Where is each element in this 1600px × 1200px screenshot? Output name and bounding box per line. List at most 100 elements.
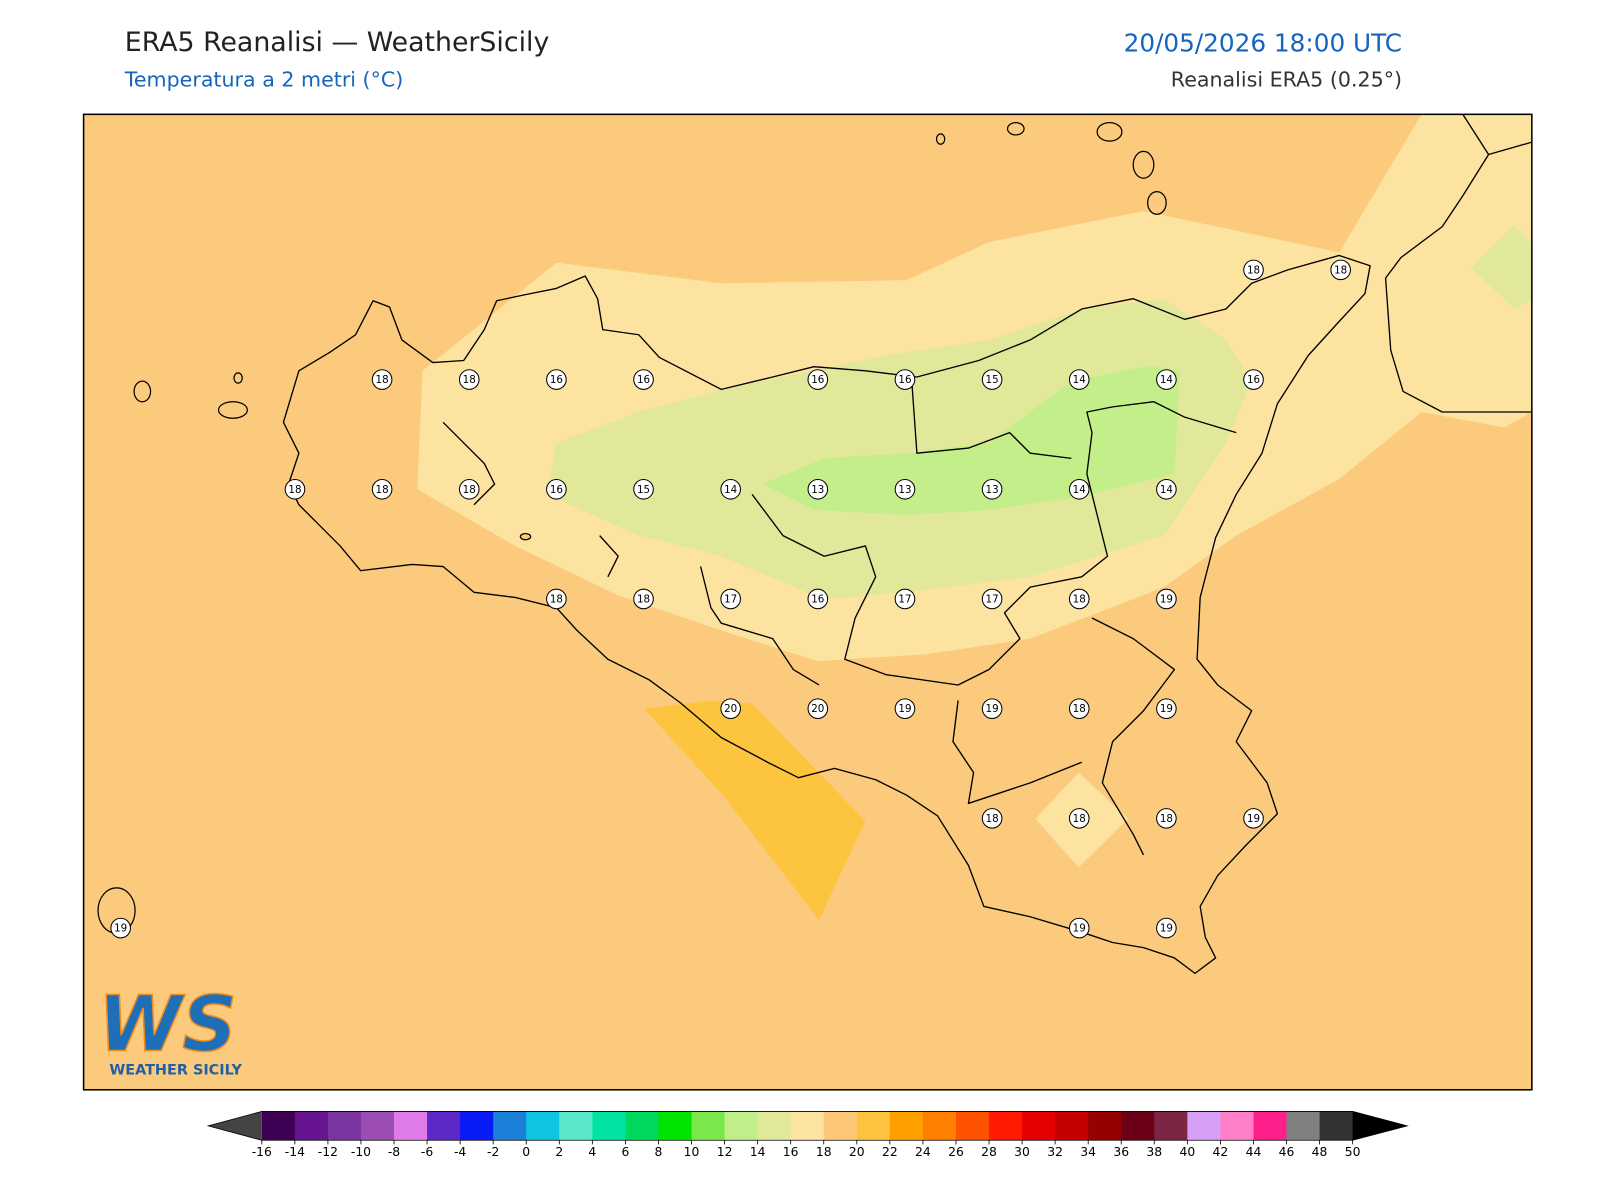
colorbar-swatch <box>1154 1111 1188 1141</box>
colorbar-tick-label: 8 <box>655 1145 663 1159</box>
colorbar-swatch <box>327 1111 362 1141</box>
station: 19 <box>1156 698 1177 719</box>
station: 19 <box>981 698 1003 719</box>
field-zone <box>1471 224 1532 310</box>
station-value: 19 <box>114 923 127 935</box>
station-value: 18 <box>1160 813 1173 825</box>
station-marker <box>633 478 654 500</box>
station-value: 18 <box>1247 264 1260 276</box>
colorbar-tick-label: 24 <box>915 1145 931 1159</box>
station-value: 18 <box>1334 264 1347 276</box>
datetime: 20/05/2026 18:00 UTC <box>1124 28 1402 57</box>
station: 20 <box>807 698 829 719</box>
station-value: 16 <box>1247 374 1260 386</box>
map: 18 18 18 18 16 16 16 16 15 14 14 16 18 18 18 16 15 14 13 13… <box>83 114 1532 1090</box>
colorbar-tick-label: -10 <box>351 1145 371 1159</box>
station-value: 13 <box>986 484 999 496</box>
colorbar-swatch <box>460 1111 494 1141</box>
station-marker <box>371 369 393 390</box>
title: ERA5 Reanalisi — WeatherSicily <box>125 27 550 58</box>
colorbar-swatch <box>261 1111 296 1141</box>
station: 18 <box>1068 808 1090 829</box>
station-value: 14 <box>724 484 737 496</box>
colorbar-swatch <box>955 1111 990 1141</box>
station-value: 18 <box>986 813 999 825</box>
colorbar-swatch <box>922 1111 957 1141</box>
station-marker <box>807 698 829 719</box>
colorbar-tick-label: 22 <box>882 1145 898 1159</box>
station-marker <box>981 698 1003 719</box>
station: 16 <box>894 369 916 390</box>
station-marker <box>546 588 567 610</box>
colorbar-swatch <box>658 1111 693 1141</box>
colorbar-tick-label: 26 <box>948 1145 964 1159</box>
station-value: 18 <box>1073 813 1086 825</box>
station: 16 <box>546 369 567 390</box>
colorbar-swatch <box>1286 1111 1321 1141</box>
station-marker <box>371 478 393 500</box>
station-marker <box>1068 698 1090 719</box>
station-marker <box>1068 917 1090 939</box>
station: 14 <box>1068 478 1090 500</box>
station-value: 20 <box>811 703 824 715</box>
station-marker <box>981 808 1003 829</box>
station-marker <box>546 478 567 500</box>
station: 18 <box>1068 698 1090 719</box>
station-marker <box>1068 369 1090 390</box>
station: 18 <box>284 478 306 500</box>
station-marker <box>894 369 916 390</box>
station-value: 14 <box>1073 484 1086 496</box>
colorbar-swatch <box>360 1111 395 1141</box>
station-marker <box>1156 369 1177 390</box>
station-value: 13 <box>811 484 824 496</box>
colorbar-tick-label: 36 <box>1113 1145 1129 1159</box>
station: 19 <box>1068 917 1090 939</box>
station: 19 <box>1156 588 1177 610</box>
colorbar-swatch <box>592 1111 626 1141</box>
colorbar-swatch <box>1088 1111 1122 1141</box>
station-marker <box>981 588 1003 610</box>
station: 13 <box>807 478 829 500</box>
station-value: 18 <box>550 593 563 605</box>
colorbar-swatch <box>757 1111 792 1141</box>
station: 13 <box>981 478 1003 500</box>
colorbar-tick-label: 0 <box>522 1145 530 1159</box>
station-marker <box>1156 478 1177 500</box>
station-value: 20 <box>724 703 737 715</box>
station: 20 <box>720 698 741 719</box>
colorbar-tick-label: -2 <box>487 1145 499 1159</box>
islands <box>97 121 1167 934</box>
colorbar-swatch <box>889 1111 924 1141</box>
station-value: 19 <box>1073 923 1086 935</box>
colorbar-swatch <box>790 1111 825 1141</box>
colorbar-tick-label: 42 <box>1213 1145 1229 1159</box>
colorbar-tick-label: 2 <box>555 1145 563 1159</box>
province-border <box>442 381 1237 856</box>
station: 14 <box>1156 478 1177 500</box>
colorbar-tick-label: 38 <box>1146 1145 1162 1159</box>
colorbar-swatch <box>1022 1111 1056 1141</box>
colorbar-swatch <box>394 1111 428 1141</box>
colorbar-tick-label: 32 <box>1047 1145 1063 1159</box>
colorbar-tick-label: -6 <box>421 1145 433 1159</box>
station-marker <box>894 588 916 610</box>
station: 16 <box>1243 369 1264 390</box>
colorbar-tick-label: 28 <box>981 1145 997 1159</box>
station: 13 <box>894 478 916 500</box>
station-value: 16 <box>637 374 650 386</box>
station-marker <box>1068 478 1090 500</box>
station-marker <box>1068 808 1090 829</box>
colorbar-tick-label: 4 <box>588 1145 596 1159</box>
logo: WS WEATHER SICILY <box>97 979 242 1078</box>
station-marker <box>981 478 1003 500</box>
station: 18 <box>633 588 654 610</box>
coastline <box>1488 141 1532 156</box>
station-marker <box>110 917 131 939</box>
station-value: 18 <box>288 484 301 496</box>
station-marker <box>894 478 916 500</box>
station-value: 18 <box>463 374 476 386</box>
coastline <box>282 254 1371 975</box>
station: 18 <box>1330 259 1351 281</box>
station-value: 19 <box>1160 593 1173 605</box>
colorbar-swatch <box>294 1111 329 1141</box>
